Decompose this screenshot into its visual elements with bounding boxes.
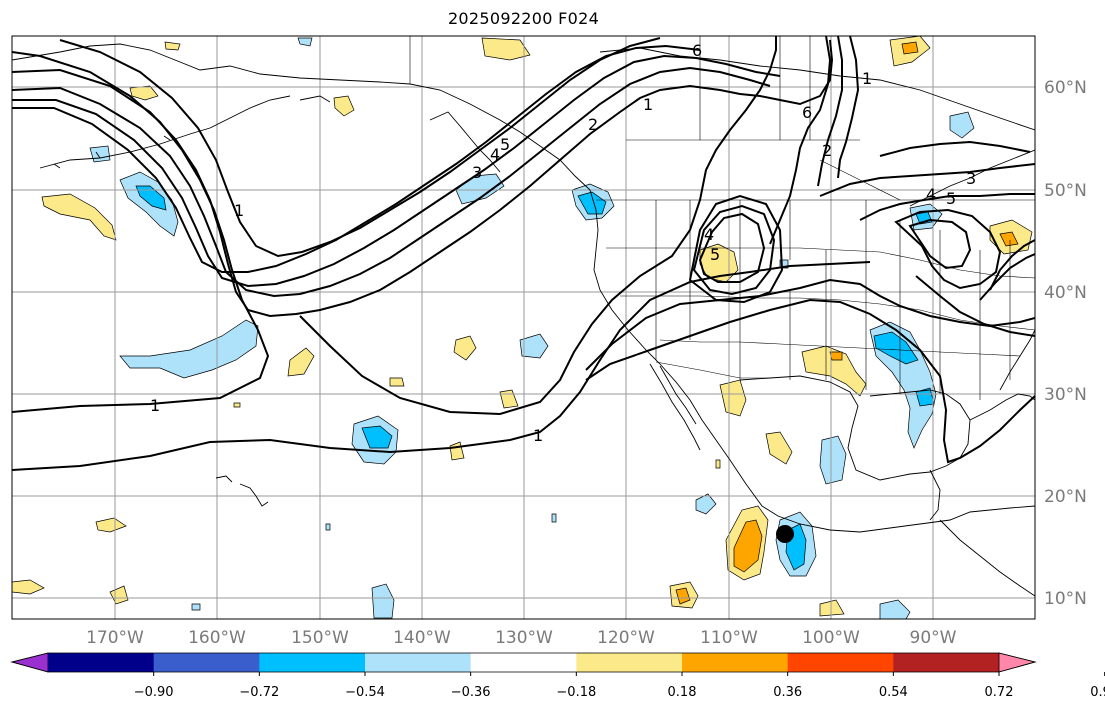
colorbar-tick-label: −0.90 [134, 685, 174, 700]
plot-title: 2025092200 F024 [447, 9, 600, 28]
contour-label: 5 [710, 245, 720, 264]
colorbar-segment [576, 653, 683, 672]
storm-center-marker [776, 525, 794, 543]
colorbar-tick-label: 0.36 [773, 685, 802, 700]
colorbar-segment [259, 653, 366, 672]
contour-label: 6 [802, 103, 812, 122]
colorbar-segment [365, 653, 472, 672]
lat-label: 50°N [1044, 181, 1087, 201]
contour-label: 2 [822, 141, 832, 160]
contour-label: 4 [704, 225, 714, 244]
colorbar: −0.90 −0.72 −0.54 −0.36 −0.18 0.18 0.36 0.54 0.7… [10, 652, 1105, 700]
colorbar-segment [48, 653, 155, 672]
lat-label: 20°N [1044, 487, 1087, 507]
lon-label: 140°W [393, 628, 451, 648]
contour-label-group: 1 1 1 1 2 3 4 5 6 1 2 3 4 5 4 5 6 [150, 41, 976, 445]
colorbar-segments [48, 653, 1000, 672]
colorbar-tick-label: −0.72 [239, 685, 279, 700]
colorbar-tick-label: 0.54 [879, 685, 908, 700]
colorbar-tick-label: 0.72 [985, 685, 1014, 700]
lon-label: 120°W [597, 628, 655, 648]
colorbar-tick-label: −0.18 [556, 685, 596, 700]
contour-label: 6 [692, 41, 702, 60]
contour-label: 3 [472, 163, 482, 182]
latitude-labels: 60°N 50°N 40°N 30°N 20°N 10°N [1044, 78, 1087, 609]
contour-label: 1 [150, 396, 160, 415]
contour-label: 4 [490, 145, 500, 164]
colorbar-tick-label: −0.54 [345, 685, 385, 700]
colorbar-tick-label: 0.18 [668, 685, 697, 700]
colorbar-left-arrow [10, 652, 49, 673]
lat-label: 10°N [1044, 589, 1087, 609]
contour-label: 1 [643, 95, 653, 114]
lon-label: 160°W [188, 628, 246, 648]
shaded-anomalies [12, 36, 1033, 619]
lon-label: 170°W [86, 628, 144, 648]
colorbar-tick-label: 0.90 [1090, 685, 1105, 700]
graticule [12, 36, 1035, 619]
contour-label: 1 [862, 69, 872, 88]
contour-label: 4 [926, 185, 936, 204]
colorbar-segment [470, 653, 577, 672]
contour-label: 5 [946, 189, 956, 208]
colorbar-ticks: −0.90 −0.72 −0.54 −0.36 −0.18 0.18 0.36 0.54 0.7… [134, 672, 1105, 700]
lon-label: 100°W [802, 628, 860, 648]
longitude-labels: 170°W 160°W 150°W 140°W 130°W 120°W 110°… [86, 628, 957, 648]
lon-label: 130°W [495, 628, 553, 648]
colorbar-segment [153, 653, 260, 672]
lat-label: 40°N [1044, 283, 1087, 303]
contour-label: 1 [234, 201, 244, 220]
lon-label: 90°W [910, 628, 957, 648]
colorbar-segment [893, 653, 1000, 672]
colorbar-segment [787, 653, 894, 672]
map-frame [11, 35, 1036, 620]
contour-label: 5 [500, 135, 510, 154]
lat-label: 30°N [1044, 385, 1087, 405]
coastlines [12, 43, 1035, 597]
lon-label: 150°W [291, 628, 349, 648]
contour-label: 1 [533, 426, 543, 445]
contour-label: 3 [966, 169, 976, 188]
colorbar-outline [10, 652, 1037, 673]
contour-label: 2 [588, 115, 598, 134]
colorbar-tick-label: −0.36 [451, 685, 491, 700]
contours [12, 36, 1035, 471]
lat-label: 60°N [1044, 78, 1087, 98]
colorbar-segment [682, 653, 789, 672]
lon-label: 110°W [700, 628, 758, 648]
colorbar-right-arrow [998, 652, 1037, 673]
